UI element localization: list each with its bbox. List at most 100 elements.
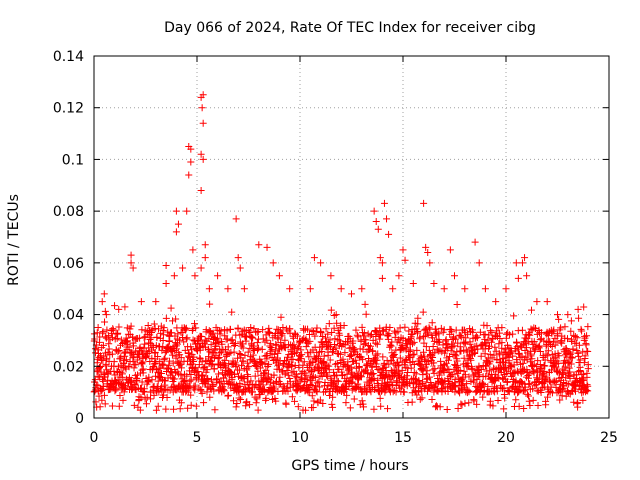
data-point [515, 402, 523, 410]
data-point [239, 344, 247, 352]
data-point [488, 329, 496, 337]
data-point [163, 365, 171, 373]
data-point [550, 326, 558, 334]
data-point [253, 361, 261, 369]
data-point-outlier [523, 272, 531, 280]
data-point [127, 322, 135, 330]
data-point [423, 329, 431, 337]
data-point [524, 374, 532, 382]
data-point [407, 364, 415, 372]
data-point [448, 328, 456, 336]
data-points [90, 91, 592, 414]
data-point [465, 388, 473, 396]
data-point [317, 329, 325, 337]
data-point [135, 353, 143, 361]
data-point [238, 330, 246, 338]
data-point-outlier [514, 274, 522, 282]
data-point [394, 362, 402, 370]
y-tick-label: 0.08 [53, 204, 84, 220]
data-point [342, 385, 350, 393]
data-point [473, 334, 481, 342]
data-point-outlier [197, 186, 205, 194]
data-point-outlier [275, 272, 283, 280]
data-point [387, 342, 395, 350]
data-point [235, 366, 243, 374]
data-point [239, 327, 247, 335]
data-point [536, 342, 544, 350]
data-point [446, 353, 454, 361]
data-point [534, 401, 542, 409]
data-point [172, 342, 180, 350]
data-point [347, 370, 355, 378]
data-point [479, 393, 487, 401]
data-point [176, 361, 184, 369]
data-point [297, 346, 305, 354]
chart-title: Day 066 of 2024, Rate Of TEC Index for r… [164, 20, 536, 36]
data-point [362, 310, 370, 318]
data-point [571, 332, 579, 340]
data-point [584, 382, 592, 390]
data-point [416, 361, 424, 369]
data-point [308, 327, 316, 335]
data-point [347, 352, 355, 360]
data-point [405, 347, 413, 355]
data-point-outlier [451, 272, 458, 280]
data-point [214, 355, 222, 363]
grid-lines [94, 56, 609, 418]
data-point [510, 312, 518, 320]
data-point [410, 384, 418, 392]
data-point [521, 383, 529, 391]
data-point [300, 358, 308, 366]
data-point [489, 402, 497, 410]
y-tick-label: 0.12 [53, 101, 84, 117]
data-point [315, 378, 323, 386]
data-point [181, 376, 189, 384]
data-point [92, 398, 100, 406]
data-point [500, 384, 508, 392]
data-point [384, 405, 392, 413]
data-point [512, 396, 520, 404]
data-point [398, 366, 406, 374]
data-point [424, 331, 432, 339]
data-point [431, 365, 439, 373]
x-tick-label: 20 [497, 430, 515, 446]
data-point [407, 335, 415, 343]
data-point [499, 354, 507, 362]
data-point [329, 403, 337, 411]
data-point [249, 342, 257, 350]
data-point [316, 396, 324, 404]
data-point [345, 344, 353, 352]
data-point [160, 391, 168, 399]
data-point [177, 399, 185, 407]
data-point [172, 315, 180, 323]
data-point-outlier [162, 280, 170, 288]
data-point [555, 352, 563, 360]
data-point [544, 352, 552, 360]
data-point [235, 394, 243, 402]
data-point [304, 349, 312, 357]
data-point [340, 321, 348, 329]
data-point [196, 355, 204, 363]
data-point [157, 370, 165, 378]
data-point [136, 343, 144, 351]
data-point [130, 401, 138, 409]
data-point [180, 377, 188, 385]
data-point [567, 353, 575, 361]
data-point-outlier [187, 145, 195, 153]
data-point [406, 346, 414, 354]
data-point [240, 374, 248, 382]
data-point-outlier [98, 298, 106, 306]
data-point-outlier [395, 272, 403, 280]
data-point [206, 393, 214, 401]
data-point [163, 394, 171, 402]
data-point [551, 378, 559, 386]
data-point [326, 336, 334, 344]
data-point [534, 357, 542, 365]
data-point [450, 342, 458, 350]
data-point [358, 397, 366, 405]
data-point [253, 339, 261, 347]
data-point [452, 335, 460, 343]
data-point [542, 401, 550, 409]
data-point [167, 368, 175, 376]
data-point [324, 330, 332, 338]
